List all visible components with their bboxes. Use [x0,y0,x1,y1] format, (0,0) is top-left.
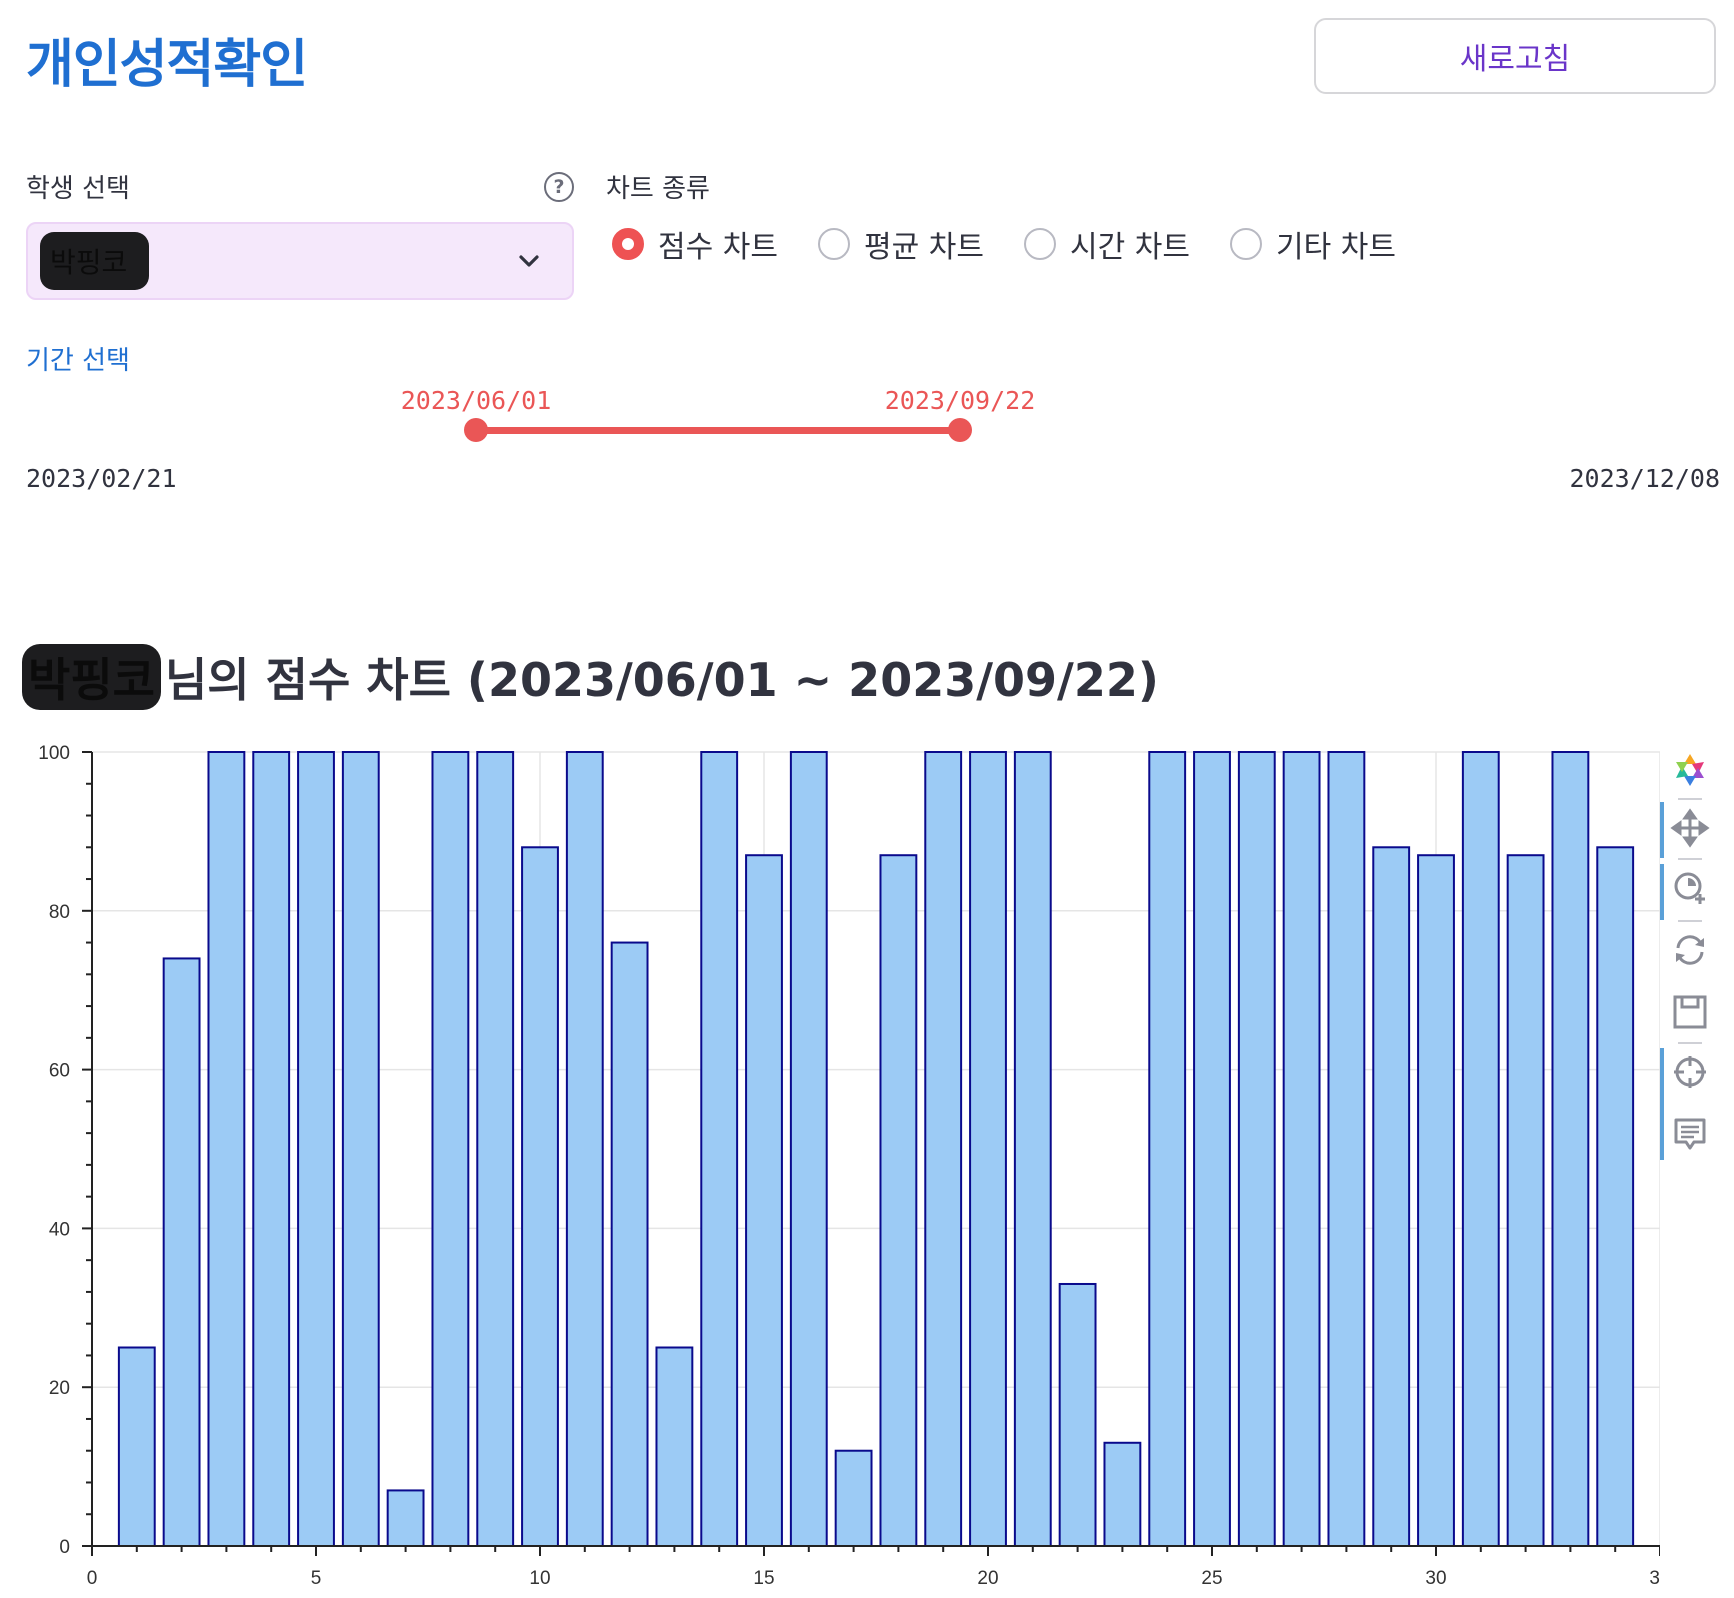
range-min-label: 2023/02/21 [26,464,177,493]
chart-bar [610,941,649,1547]
page-title: 개인성적확인 [26,35,308,95]
x-tick-label: 15 [753,1568,774,1589]
chart-bar [521,846,559,1547]
tool-active-indicator [1660,802,1664,858]
chart-heading-text: 님의 점수 차트 (2023/06/01 ~ 2023/09/22) [164,653,1159,707]
crosshair-icon[interactable] [1670,1052,1710,1092]
reset-icon[interactable] [1670,930,1710,970]
wheel-zoom-icon[interactable] [1670,868,1710,908]
chart-type-label: 차트 종류 [606,174,710,204]
chart-bar [565,751,604,1547]
hover-icon[interactable] [1670,1114,1710,1154]
chart-bar [1417,854,1455,1548]
chart-bar [431,751,470,1547]
chart-bar [655,1346,694,1547]
slider-start-value: 2023/06/01 [400,386,552,415]
x-tick-label: 30 [1425,1568,1446,1589]
chart-toolbar [1660,742,1720,1182]
slider-start-handle[interactable] [464,418,488,442]
chart-bar [341,751,380,1547]
toolbar-separator [1678,798,1702,800]
chart-bars [117,751,1635,1548]
radio-dot[interactable] [1230,228,1262,260]
radio-label: 기타 차트 [1276,230,1396,265]
period-select-label: 기간 선택 [26,346,130,376]
radio-dot[interactable] [818,228,850,260]
slider-range-track [476,427,960,434]
chart-bar [386,1489,425,1547]
x-tick-label: 0 [87,1568,98,1589]
radio-other-chart[interactable]: 기타 차트 [1230,222,1396,266]
bokeh-logo-icon[interactable] [1670,750,1710,790]
slider-end-handle[interactable] [948,418,972,442]
chart-bar [1506,854,1545,1548]
range-max-label: 2023/12/08 [1569,464,1720,493]
chart-bar [1372,846,1411,1547]
y-tick-label: 60 [49,1061,70,1082]
radio-score-chart[interactable]: 점수 차트 [612,222,778,266]
radio-label: 시간 차트 [1070,230,1190,265]
student-select[interactable]: 박핑코 [26,222,574,300]
chart-bar [879,854,918,1548]
chart-bar [1282,751,1321,1547]
toolbar-separator [1678,858,1702,860]
chart-bar [1193,751,1231,1547]
chart-bar [162,957,201,1547]
chart-bar [1058,1282,1097,1547]
chart-bar [117,1346,156,1547]
radio-dot[interactable] [612,228,644,260]
chart-bar [1103,1441,1142,1548]
toolbar-separator [1678,1042,1702,1044]
x-tick-label: 25 [1201,1568,1222,1589]
x-tick-label: 10 [529,1568,550,1589]
chart-bar [1237,751,1276,1547]
pan-icon[interactable] [1670,808,1710,848]
chart-bar [207,751,246,1547]
radio-average-chart[interactable]: 평균 차트 [818,222,984,266]
chart-axes: 0 20 40 60 80 100 0 5 10 15 20 25 30 35 [38,743,1660,1589]
x-tick-label: 5 [311,1568,322,1589]
y-tick-label: 40 [49,1219,70,1240]
radio-dot[interactable] [1024,228,1056,260]
x-tick-label: 35 [1649,1568,1660,1589]
refresh-button[interactable]: 새로고침 [1314,18,1716,94]
toolbar-separator [1678,920,1702,922]
tool-active-indicator [1660,1048,1664,1160]
student-select-label: 학생 선택 [26,174,130,204]
chart-bar [924,751,963,1547]
score-bar-chart[interactable]: 0 20 40 60 80 100 0 5 10 15 20 25 30 35 [0,730,1660,1598]
help-icon[interactable]: ? [544,172,574,202]
chart-bar [1551,751,1590,1547]
x-tick-label: 20 [977,1568,998,1589]
chart-bar [969,751,1007,1547]
chart-bar [834,1449,873,1547]
chart-heading-student-name: 박핑코 [22,644,161,710]
radio-label: 점수 차트 [658,230,778,265]
chart-bar [297,751,335,1547]
chart-bar [1327,751,1366,1547]
chart-bar [1461,751,1500,1547]
radio-time-chart[interactable]: 시간 차트 [1024,222,1190,266]
save-icon[interactable] [1670,992,1710,1032]
chart-bar [789,751,828,1547]
y-tick-label: 0 [59,1537,70,1558]
tool-active-indicator [1660,864,1664,920]
chart-bar [745,854,783,1548]
chart-bar [476,751,515,1547]
y-tick-label: 100 [38,743,70,764]
slider-end-value: 2023/09/22 [884,386,1036,415]
chart-heading: 박핑코 님의 점수 차트 (2023/06/01 ~ 2023/09/22) [22,644,1159,710]
radio-label: 평균 차트 [864,230,984,265]
chart-bar [252,751,291,1547]
chart-bar [1596,846,1635,1547]
y-tick-label: 80 [49,902,70,923]
chevron-down-icon [519,255,539,267]
y-tick-label: 20 [49,1378,70,1399]
chart-bar [1148,751,1187,1547]
chart-bar [1013,751,1052,1547]
student-select-value: 박핑코 [40,232,150,290]
chart-bar [700,751,739,1547]
